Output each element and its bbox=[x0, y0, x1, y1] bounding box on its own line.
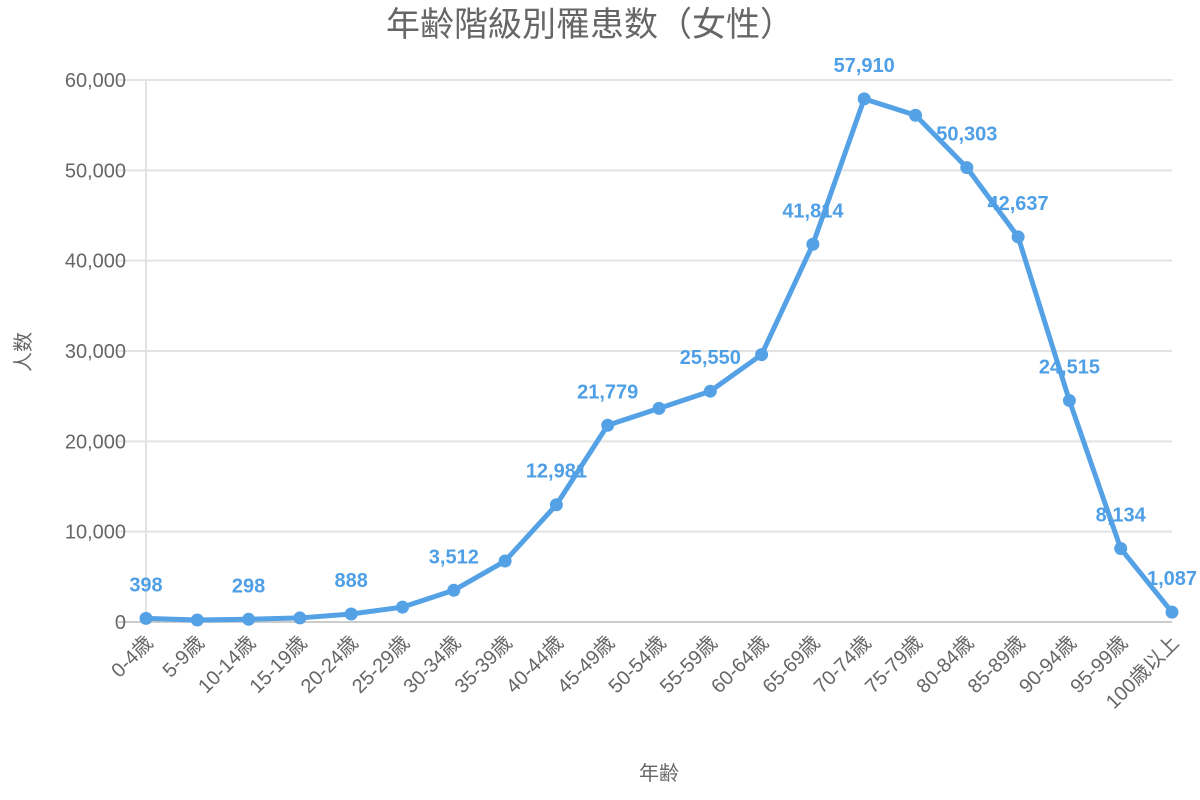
data-point bbox=[190, 613, 204, 627]
data-point bbox=[1011, 230, 1025, 244]
data-point bbox=[1114, 542, 1128, 556]
data-point bbox=[549, 498, 563, 512]
y-tick-label: 40,000 bbox=[65, 251, 126, 273]
x-tick-label: 0-4歳 bbox=[107, 631, 158, 682]
data-point bbox=[447, 583, 461, 597]
data-label: 42,637 bbox=[988, 193, 1049, 215]
data-point bbox=[1062, 394, 1076, 408]
data-point bbox=[857, 92, 871, 106]
data-point bbox=[242, 612, 256, 626]
data-label: 12,981 bbox=[526, 461, 587, 483]
data-label: 888 bbox=[335, 570, 368, 592]
data-label: 21,779 bbox=[577, 381, 638, 403]
data-point bbox=[1165, 605, 1179, 619]
data-label: 1,087 bbox=[1147, 568, 1197, 590]
data-label: 50,303 bbox=[936, 124, 997, 146]
data-label: 41,814 bbox=[782, 200, 844, 222]
data-point bbox=[139, 611, 153, 625]
data-label: 25,550 bbox=[680, 347, 741, 369]
data-point bbox=[344, 607, 358, 621]
y-tick-label: 0 bbox=[115, 612, 126, 634]
data-point bbox=[498, 554, 512, 568]
y-axis-label: 人数 bbox=[12, 332, 35, 372]
data-label: 298 bbox=[232, 575, 265, 597]
data-point bbox=[652, 401, 666, 415]
y-tick-label: 10,000 bbox=[65, 522, 126, 544]
series-line bbox=[145, 96, 1174, 623]
data-point bbox=[601, 418, 615, 432]
data-point bbox=[909, 108, 922, 122]
y-tick-label: 20,000 bbox=[65, 431, 126, 453]
y-tick-label: 60,000 bbox=[65, 70, 126, 92]
y-tick-label: 30,000 bbox=[65, 341, 126, 363]
data-label: 8,134 bbox=[1096, 505, 1147, 527]
data-point bbox=[703, 384, 717, 398]
chart-title: 年齢階級別罹患数（女性） bbox=[386, 6, 794, 44]
data-point bbox=[960, 161, 974, 175]
data-point bbox=[806, 237, 820, 251]
x-axis-label: 年齢 bbox=[639, 762, 679, 785]
data-point bbox=[755, 348, 769, 362]
y-tick-label: 50,000 bbox=[65, 160, 126, 182]
data-label: 3,512 bbox=[429, 546, 479, 568]
data-label: 57,910 bbox=[834, 55, 895, 77]
data-label: 24,515 bbox=[1039, 357, 1100, 379]
data-label: 398 bbox=[129, 574, 162, 596]
data-point bbox=[396, 600, 409, 614]
data-point bbox=[293, 611, 307, 625]
